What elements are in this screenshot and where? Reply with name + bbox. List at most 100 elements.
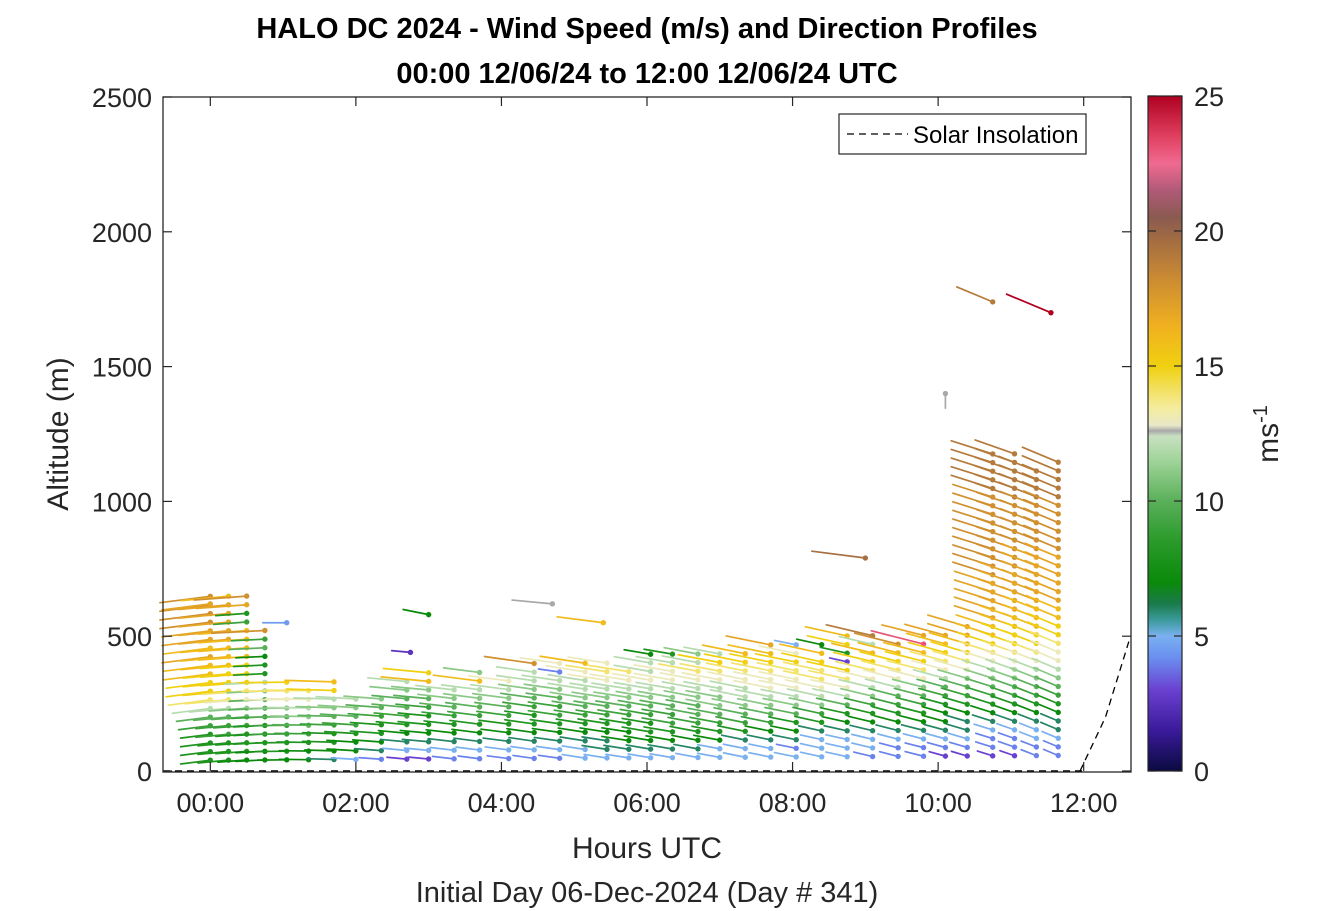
barb-stick xyxy=(878,742,899,749)
barb-dot xyxy=(556,746,563,753)
barb-stick xyxy=(1022,524,1060,541)
barb-stick xyxy=(306,757,335,761)
barb-stick xyxy=(188,707,230,713)
barb-stick xyxy=(681,671,721,681)
wind-barb xyxy=(230,636,268,642)
wind-barb xyxy=(527,709,563,718)
barb-dot xyxy=(669,746,676,752)
barb-stick xyxy=(868,687,899,697)
barb-dot xyxy=(793,754,799,760)
barb-dot xyxy=(742,659,748,666)
barb-stick xyxy=(1037,694,1060,705)
wind-barb xyxy=(595,700,632,709)
barb-stick xyxy=(832,651,874,663)
barb-stick xyxy=(499,692,536,699)
barb-dot xyxy=(331,679,337,685)
barb-stick xyxy=(301,740,335,744)
barb-dot xyxy=(695,703,701,709)
barb-stick xyxy=(1028,630,1060,645)
wind-barb-isolated xyxy=(955,286,996,305)
barb-stick xyxy=(667,716,699,724)
barb-dot xyxy=(669,660,676,666)
barb-stick xyxy=(171,707,212,715)
barb-dot xyxy=(531,755,537,762)
barb-stick xyxy=(943,705,969,714)
wind-barb xyxy=(849,724,876,734)
wind-barb xyxy=(1017,713,1040,724)
wind-barb xyxy=(740,715,774,726)
barb-stick xyxy=(1022,507,1060,524)
barb-stick xyxy=(621,717,652,725)
wind-barb xyxy=(904,742,927,751)
barb-stick xyxy=(161,602,212,611)
barb-stick xyxy=(861,660,899,671)
wind-barb xyxy=(769,725,799,734)
barb-stick xyxy=(286,688,335,692)
barb-dot xyxy=(626,737,632,744)
barb-dot xyxy=(964,744,970,751)
wind-barb xyxy=(195,602,250,610)
barb-dot xyxy=(1055,519,1061,526)
barb-stick xyxy=(909,650,947,663)
barb-stick xyxy=(840,687,874,697)
wind-barb xyxy=(713,706,748,717)
barb-stick xyxy=(683,646,721,655)
wind-barb xyxy=(581,744,610,753)
barb-stick xyxy=(804,625,849,637)
barb-dot xyxy=(695,659,701,666)
barb-stick xyxy=(945,723,969,731)
barb-dot xyxy=(717,677,723,683)
barb-dot xyxy=(793,659,799,665)
wind-barb xyxy=(900,723,927,734)
barb-dot xyxy=(742,651,748,657)
barb-stick xyxy=(769,725,798,732)
wind-barb xyxy=(873,714,901,725)
barb-dot xyxy=(604,746,610,753)
barb-stick xyxy=(679,662,721,672)
barb-stick xyxy=(519,656,561,665)
barb-stick xyxy=(619,708,652,716)
wind-barb xyxy=(345,704,385,711)
barb-dot xyxy=(1055,735,1061,741)
barb-dot xyxy=(768,728,774,734)
wind-barb xyxy=(510,745,537,753)
wind-barb xyxy=(1037,694,1061,707)
y-tick-label: 1000 xyxy=(92,487,152,517)
barb-dot xyxy=(1055,485,1061,491)
barb-stick xyxy=(427,737,455,743)
wind-barb xyxy=(945,714,970,725)
barb-dot xyxy=(844,728,850,734)
barb-stick xyxy=(758,645,798,655)
barb-dot xyxy=(531,729,537,736)
wind-barb xyxy=(1042,739,1061,750)
barb-dot xyxy=(818,719,825,726)
barb-stick xyxy=(1021,463,1060,481)
barb-stick xyxy=(639,699,674,707)
barb-dot xyxy=(818,641,825,648)
barb-stick xyxy=(297,714,335,718)
barb-stick xyxy=(923,723,947,732)
barb-stick xyxy=(780,652,823,663)
barb-dot xyxy=(844,736,850,743)
barb-dot xyxy=(604,729,610,735)
barb-dot xyxy=(818,676,825,682)
wind-barb xyxy=(794,715,825,726)
barb-stick xyxy=(740,715,772,724)
barb-stick xyxy=(902,733,925,740)
x-tick-label: 10:00 xyxy=(904,788,972,818)
barb-dot xyxy=(695,754,701,761)
wind-barb xyxy=(547,682,588,692)
barb-stick xyxy=(1022,515,1060,533)
wind-barb xyxy=(1022,524,1061,543)
wind-barb xyxy=(1034,675,1061,690)
barb-stick xyxy=(1041,730,1060,740)
barb-dot xyxy=(1055,563,1061,569)
wind-barb xyxy=(482,737,512,745)
wind-barb xyxy=(819,706,850,717)
barb-stick xyxy=(557,727,586,734)
barb-dot xyxy=(793,642,799,648)
barb-stick xyxy=(521,674,561,682)
barb-stick xyxy=(917,687,947,697)
barb-stick xyxy=(511,599,554,605)
barb-stick xyxy=(635,655,674,664)
